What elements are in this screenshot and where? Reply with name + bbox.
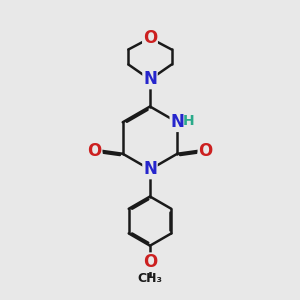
Text: N: N	[170, 113, 184, 131]
Text: N: N	[143, 70, 157, 88]
Text: CH₃: CH₃	[137, 272, 163, 285]
Text: H: H	[183, 114, 194, 128]
Text: O: O	[143, 253, 157, 271]
Text: N: N	[143, 160, 157, 178]
Text: O: O	[87, 142, 102, 160]
Text: O: O	[198, 142, 213, 160]
Text: O: O	[143, 29, 157, 47]
